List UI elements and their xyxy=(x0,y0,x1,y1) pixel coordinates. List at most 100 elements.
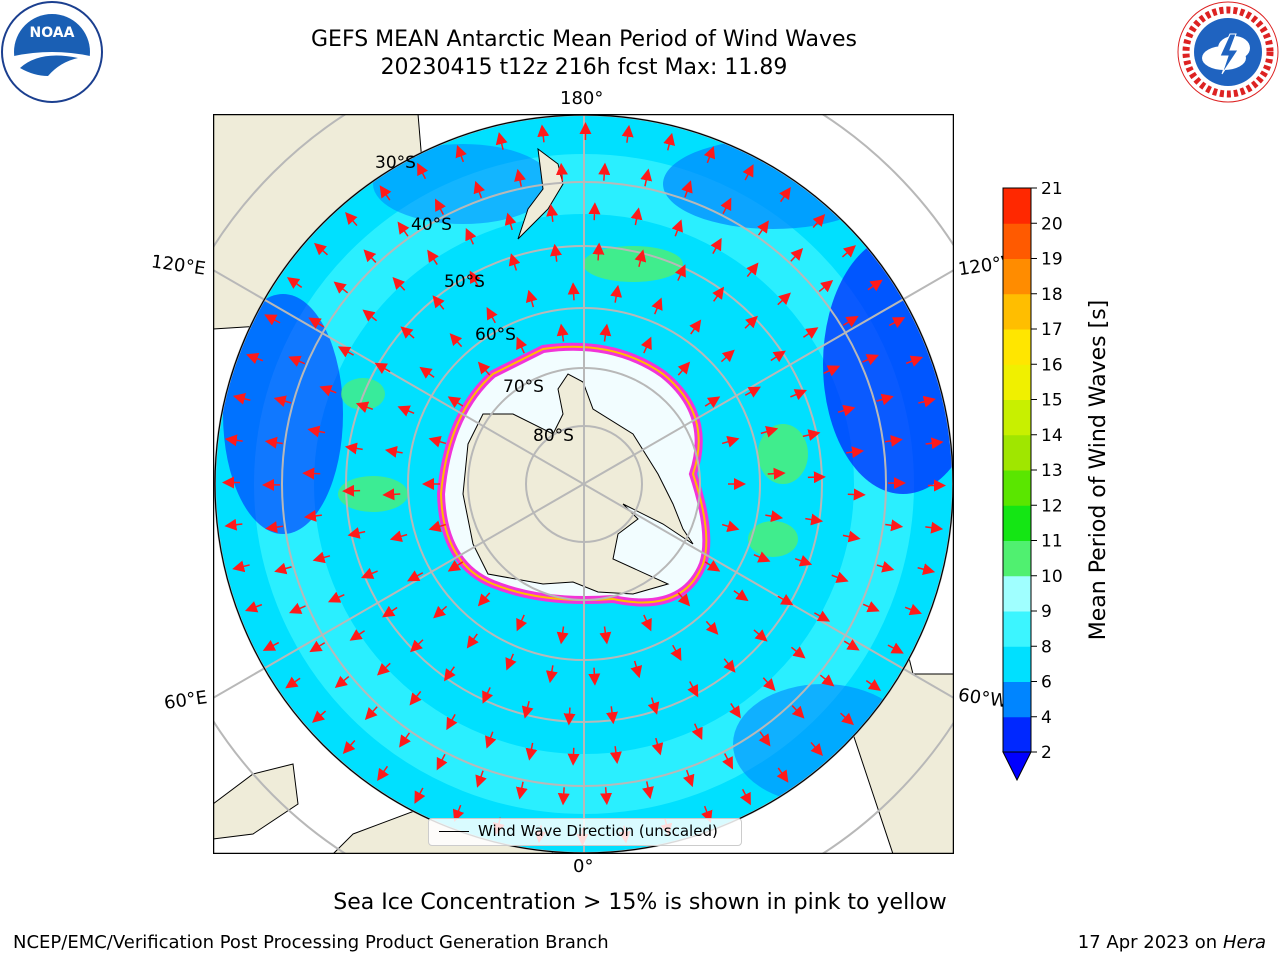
wind-wave-arrow xyxy=(345,212,358,227)
wind-wave-arrow xyxy=(427,249,439,265)
wind-wave-arrow xyxy=(779,186,791,203)
wind-wave-arrow xyxy=(599,626,612,645)
wind-wave-arrow xyxy=(265,521,284,534)
wind-wave-arrow xyxy=(723,658,736,673)
date-label: 17 Apr 2023 on xyxy=(1077,932,1223,953)
wind-wave-arrow xyxy=(925,437,944,450)
wind-wave-arrow xyxy=(917,563,936,576)
wind-wave-arrow xyxy=(703,146,716,164)
wind-wave-arrow xyxy=(630,660,643,679)
wind-wave-arrow xyxy=(334,675,350,688)
wind-wave-arrow xyxy=(382,605,398,618)
wind-wave-arrow xyxy=(704,560,721,572)
colorbar-bin xyxy=(1003,258,1031,295)
wind-wave-arrow xyxy=(905,355,924,367)
wind-wave-arrow xyxy=(846,446,865,459)
wind-wave-arrow xyxy=(262,640,280,651)
colorbar-extend-triangle xyxy=(1002,751,1032,782)
lat-label-70s: 70°S xyxy=(503,377,544,397)
wind-wave-arrow xyxy=(446,714,458,731)
wind-wave-arrow xyxy=(729,703,741,719)
colorbar-bin xyxy=(1003,716,1031,753)
colorbar-bin xyxy=(1003,505,1031,541)
colorbar: 2 4 6 8 9 10 11 12 13 14 15 16 17 18 19 20 21 Mean Perio… xyxy=(1002,182,1111,782)
wind-wave-arrow xyxy=(264,314,281,326)
wind-wave-arrow xyxy=(556,323,569,342)
wind-wave-arrow xyxy=(704,396,721,408)
wind-wave-arrow xyxy=(333,281,349,294)
colorbar-tick-label: 8 xyxy=(1041,637,1052,657)
wind-wave-arrow xyxy=(567,282,580,301)
colorbar-tick-label: 11 xyxy=(1041,532,1063,552)
wind-wave-arrow xyxy=(355,401,374,413)
wind-wave-arrow xyxy=(819,674,835,687)
wind-wave-arrow xyxy=(273,395,292,408)
wind-wave-arrow xyxy=(377,662,391,676)
wind-wave-arrow xyxy=(642,781,654,800)
colorbar-tick-label: 13 xyxy=(1041,461,1063,481)
wind-wave-arrow xyxy=(812,214,826,228)
wind-wave-arrow xyxy=(537,124,550,143)
wind-wave-arrow xyxy=(777,594,794,606)
wind-wave-arrow xyxy=(790,248,804,262)
wind-wave-arrow xyxy=(469,270,481,287)
wind-wave-arrow xyxy=(640,336,652,354)
colorbar-bin xyxy=(1003,611,1031,647)
wind-wave-arrow xyxy=(349,629,365,641)
colorbar-bin xyxy=(1003,434,1031,471)
wind-wave-arrow xyxy=(374,362,391,374)
wind-wave-arrow xyxy=(303,509,322,522)
wind-wave-arrow xyxy=(545,665,558,684)
colorbar-bin xyxy=(1003,470,1031,506)
wind-wave-arrow xyxy=(342,740,356,754)
wind-wave-arrow xyxy=(687,681,699,698)
wind-wave-arrow xyxy=(681,180,693,198)
wind-wave-arrow xyxy=(525,289,538,308)
colorbar-bin xyxy=(1003,681,1031,718)
wind-wave-arrow xyxy=(721,435,740,448)
wind-wave-arrow xyxy=(867,279,883,292)
wind-wave-arrow xyxy=(721,520,740,533)
wind-wave-arrow xyxy=(525,742,538,761)
wind-wave-arrow xyxy=(307,425,326,438)
wind-wave-arrow xyxy=(563,707,576,726)
colorbar-bin xyxy=(1003,329,1031,365)
lon-label-120e: 120°E xyxy=(149,251,207,280)
wind-wave-arrows xyxy=(222,122,946,846)
wind-wave-arrow xyxy=(598,162,611,181)
colorbar-bin xyxy=(1003,399,1031,436)
wind-wave-arrow xyxy=(384,445,403,458)
wind-wave-arrow xyxy=(495,132,508,150)
wind-wave-arrow xyxy=(347,527,366,539)
wind-wave-arrow xyxy=(610,284,623,303)
wind-wave-arrow xyxy=(428,520,447,533)
wind-wave-arrow xyxy=(556,626,569,645)
wind-wave-arrow xyxy=(823,365,841,377)
wind-wave-arrow xyxy=(802,429,821,441)
wind-wave-arrow xyxy=(733,589,749,602)
wind-wave-arrow xyxy=(640,614,652,632)
wind-wave-arrow xyxy=(777,292,791,306)
wind-wave-arrow xyxy=(720,349,735,363)
legend-label: Wind Wave Direction (unscaled) xyxy=(478,822,718,840)
colorbar-bin xyxy=(1003,364,1031,400)
wind-wave-arrow xyxy=(606,706,618,725)
lon-label-0: 0° xyxy=(573,856,594,877)
wind-wave-arrow xyxy=(232,392,251,405)
wind-wave-arrow xyxy=(744,386,761,398)
wind-wave-arrow xyxy=(274,562,292,575)
wind-wave-arrow xyxy=(436,753,448,771)
colorbar-tick-label: 12 xyxy=(1041,496,1063,516)
wind-wave-arrow xyxy=(363,249,377,263)
wind-wave-arrow xyxy=(663,132,676,151)
wind-wave-arrow xyxy=(455,144,467,163)
wind-wave-arrow xyxy=(592,242,605,261)
wind-wave-arrow xyxy=(720,197,732,215)
wind-wave-arrow xyxy=(691,723,703,741)
map-legend: Wind Wave Direction (unscaled) xyxy=(428,818,742,846)
wind-wave-arrow xyxy=(767,467,786,480)
wind-wave-arrow xyxy=(758,731,771,747)
wind-wave-arrow xyxy=(862,354,879,366)
wind-wave-arrow xyxy=(670,644,682,661)
wind-wave-arrow xyxy=(309,640,326,653)
